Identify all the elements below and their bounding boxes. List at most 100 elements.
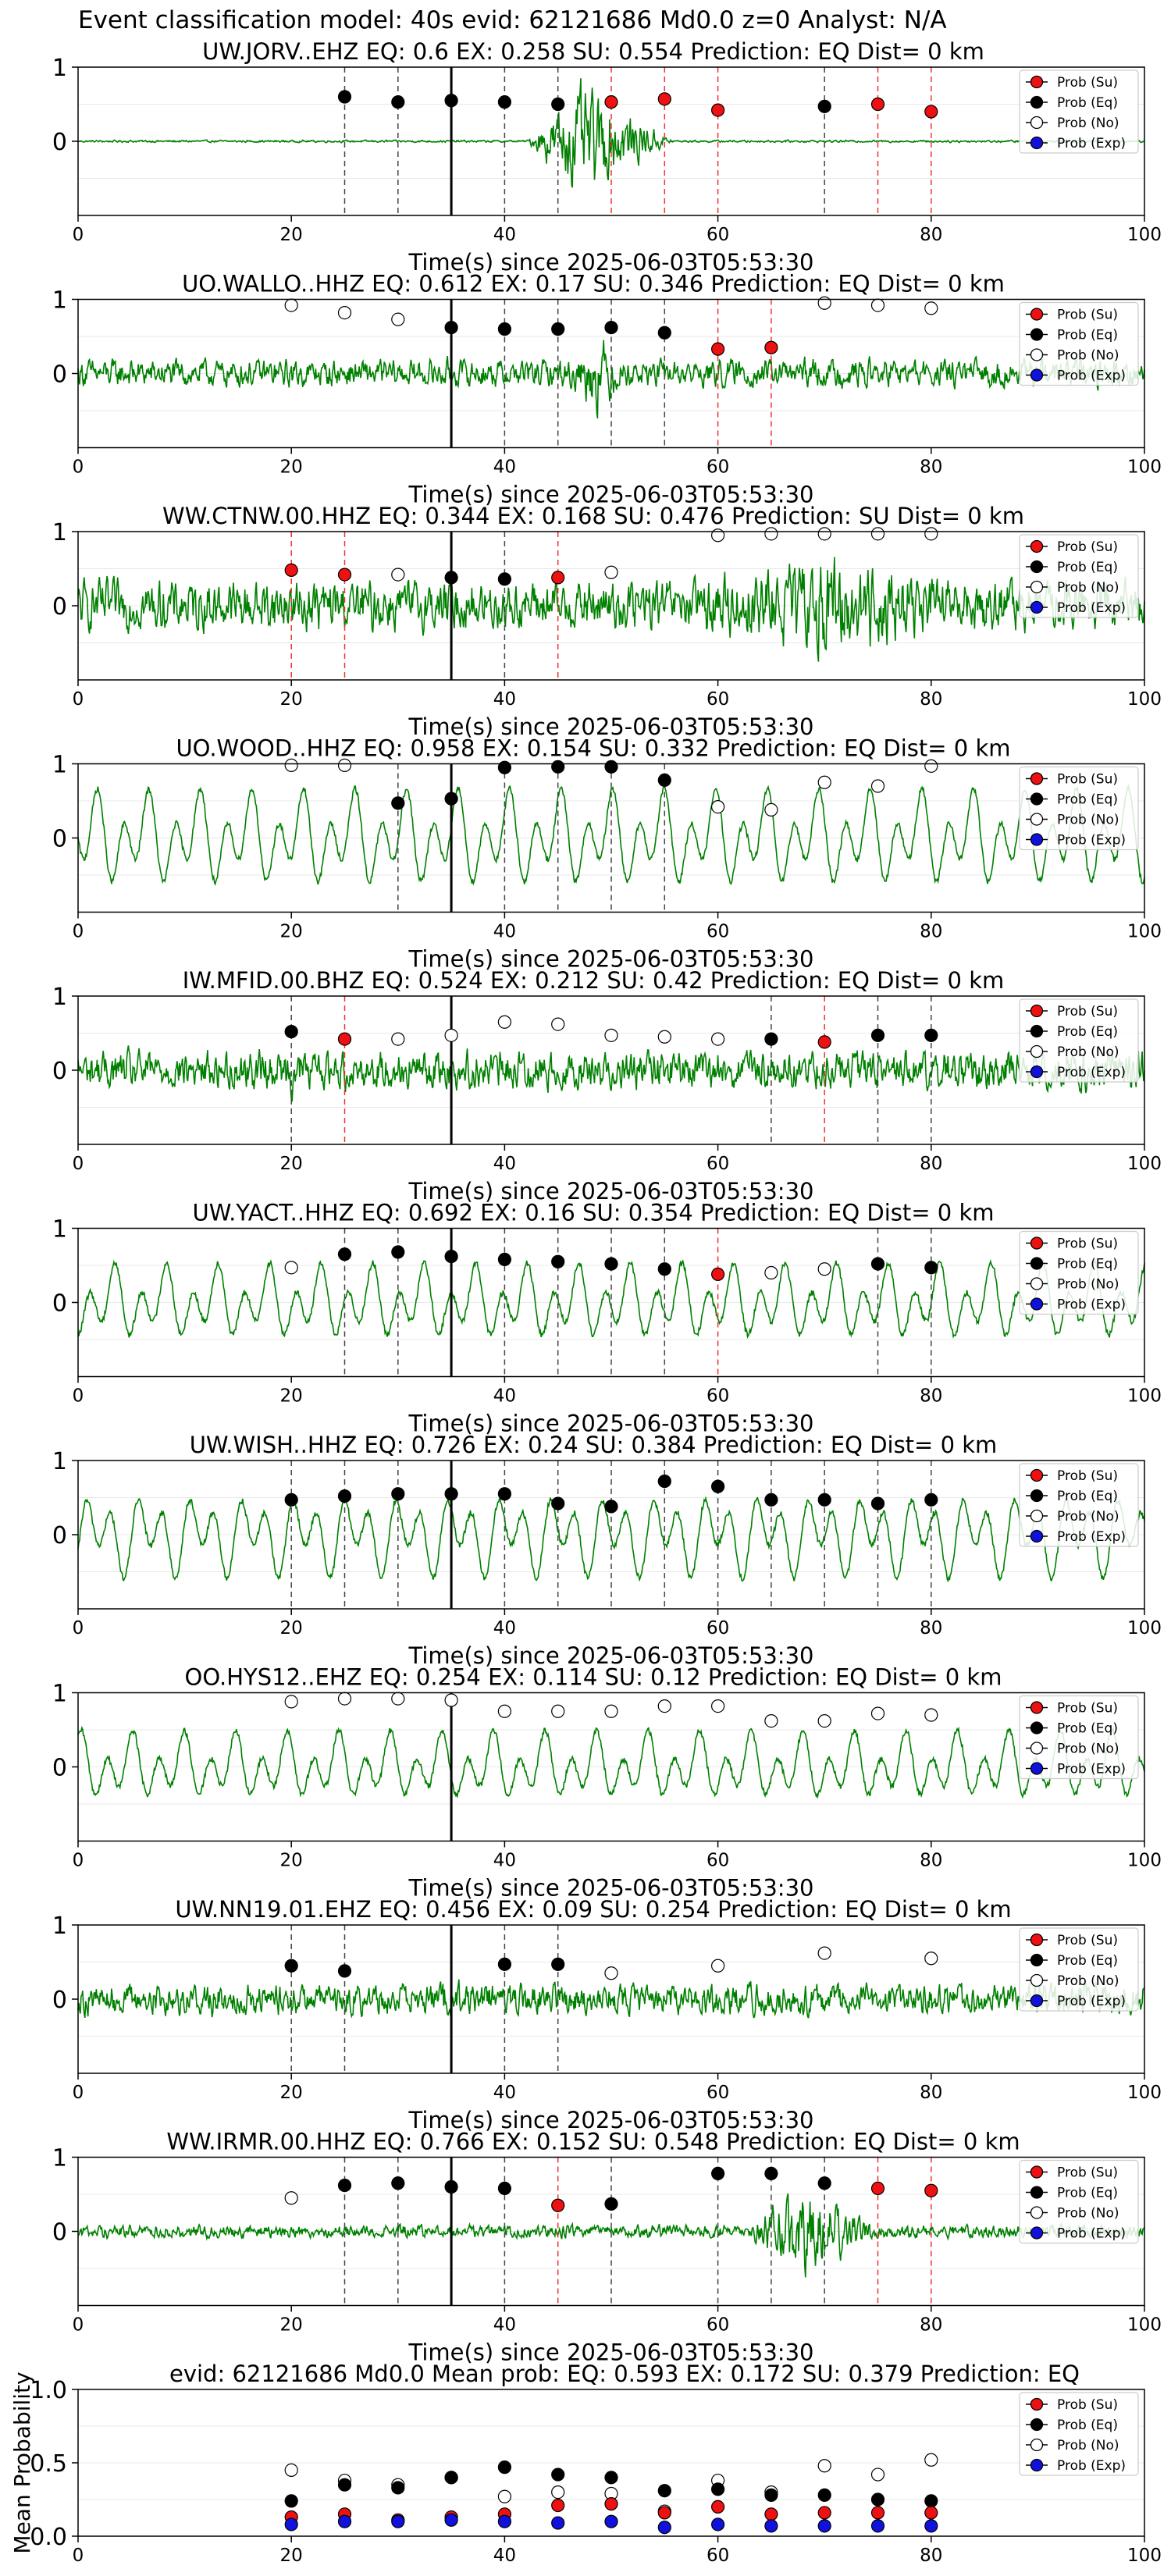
- prob-point-su: [710, 103, 725, 117]
- y-tick-label: 1: [52, 1681, 67, 1708]
- legend-marker-no: [1030, 348, 1044, 361]
- x-tick-label: 20: [280, 2546, 303, 2566]
- mean-point-exp: [924, 2519, 938, 2533]
- x-tick-label: 100: [1127, 1851, 1162, 1871]
- x-tick-label: 40: [493, 1851, 516, 1871]
- mean-point-su: [870, 2506, 885, 2520]
- prob-point-no: [870, 779, 885, 793]
- chart-panel-1: UW.JORV..EHZ EQ: 0.6 EX: 0.258 SU: 0.554…: [52, 38, 1162, 276]
- prob-point-eq: [391, 796, 405, 810]
- prob-point-su: [870, 2181, 885, 2195]
- prob-point-no: [284, 1261, 298, 1275]
- legend-label-no: Prob (No): [1057, 2438, 1119, 2453]
- panel-title: IW.MFID.00.BHZ EQ: 0.524 EX: 0.212 SU: 0…: [183, 967, 1005, 994]
- legend-label-exp: Prob (Exp): [1057, 833, 1126, 849]
- prob-point-eq: [337, 2179, 352, 2193]
- legend-marker-su: [1030, 75, 1044, 89]
- legend-label-eq: Prob (Eq): [1057, 328, 1118, 343]
- panel-title: UW.NN19.01.EHZ EQ: 0.456 EX: 0.09 SU: 0.…: [175, 1896, 1011, 1923]
- legend-label-no: Prob (No): [1057, 2206, 1119, 2222]
- prob-point-no: [817, 775, 831, 789]
- mean-point-eq: [604, 2471, 618, 2485]
- legend-label-su: Prob (Su): [1057, 539, 1118, 555]
- prob-point-eq: [764, 2166, 778, 2180]
- prob-point-eq: [817, 1493, 831, 1507]
- prob-point-eq: [337, 1489, 352, 1503]
- prob-point-eq: [444, 1249, 458, 1264]
- x-axis-label: Time(s) since 2025-06-03T05:53:30: [408, 2339, 814, 2366]
- legend-label-eq: Prob (Eq): [1057, 1489, 1118, 1504]
- x-tick-label: 60: [707, 1154, 729, 1174]
- legend-marker-exp: [1030, 1297, 1044, 1311]
- x-tick-label: 60: [707, 1618, 729, 1638]
- legend-box: [1019, 2159, 1139, 2244]
- x-tick-label: 100: [1127, 2083, 1162, 2103]
- legend-box: [1019, 766, 1139, 851]
- x-tick-label: 80: [920, 922, 942, 942]
- prob-point-eq: [764, 1493, 778, 1507]
- y-tick-label: 1: [52, 984, 67, 1011]
- prob-point-no: [604, 1966, 618, 1980]
- chart-panel-5: IW.MFID.00.BHZ EQ: 0.524 EX: 0.212 SU: 0…: [52, 967, 1162, 1204]
- prob-point-no: [284, 758, 298, 773]
- legend-marker-exp: [1030, 833, 1044, 846]
- legend-label-exp: Prob (Exp): [1057, 368, 1126, 384]
- prob-point-su: [710, 1267, 725, 1282]
- mean-point-eq: [284, 2494, 298, 2508]
- prob-point-su: [710, 342, 725, 356]
- prob-point-eq: [444, 2179, 458, 2194]
- legend-label-eq: Prob (Eq): [1057, 2186, 1118, 2201]
- prob-point-su: [551, 571, 565, 585]
- prob-point-eq: [337, 1964, 352, 1978]
- mean-point-no: [551, 2485, 565, 2500]
- legend-label-su: Prob (Su): [1057, 1236, 1118, 1252]
- x-tick-label: 40: [493, 922, 516, 942]
- prob-point-no: [710, 1959, 725, 1973]
- legend-marker-no: [1030, 813, 1044, 826]
- panel-title: evid: 62121686 Md0.0 Mean prob: EQ: 0.59…: [169, 2361, 1080, 2387]
- mean-point-su: [604, 2497, 618, 2511]
- legend-label-eq: Prob (Eq): [1057, 95, 1118, 111]
- prob-point-no: [391, 312, 405, 326]
- prob-point-no: [551, 1704, 565, 1718]
- legend-label-no: Prob (No): [1057, 116, 1119, 131]
- panel-title: UW.WISH..HHZ EQ: 0.726 EX: 0.24 SU: 0.38…: [190, 1432, 998, 1458]
- prob-point-eq: [657, 1262, 671, 1276]
- x-tick-label: 20: [280, 922, 303, 942]
- legend-marker-su: [1030, 1701, 1044, 1714]
- prob-point-eq: [497, 322, 512, 336]
- prob-point-eq: [551, 1254, 565, 1268]
- mean-point-su: [551, 2498, 565, 2513]
- mean-point-eq: [870, 2492, 885, 2507]
- prob-point-su: [337, 568, 352, 582]
- legend-marker-no: [1030, 1277, 1044, 1290]
- x-tick-label: 60: [707, 457, 729, 478]
- x-tick-label: 20: [280, 457, 303, 478]
- x-tick-label: 80: [920, 457, 942, 478]
- legend-marker-su: [1030, 1236, 1044, 1250]
- prob-point-no: [924, 1952, 938, 1966]
- prob-point-eq: [444, 792, 458, 806]
- chart-panel-3: WW.CTNW.00.HHZ EQ: 0.344 EX: 0.168 SU: 0…: [52, 503, 1162, 740]
- prob-point-eq: [337, 90, 352, 104]
- prob-point-no: [710, 528, 725, 543]
- legend-label-eq: Prob (Eq): [1057, 1721, 1118, 1737]
- legend-marker-su: [1030, 539, 1044, 553]
- x-tick-label: 60: [707, 225, 729, 245]
- prob-point-no: [604, 565, 618, 579]
- panel-title: UO.WOOD..HHZ EQ: 0.958 EX: 0.154 SU: 0.3…: [176, 735, 1010, 762]
- x-tick-label: 100: [1127, 922, 1162, 942]
- x-tick-label: 40: [493, 457, 516, 478]
- prob-point-eq: [444, 1487, 458, 1501]
- legend-marker-no: [1030, 116, 1044, 130]
- prob-point-no: [710, 799, 725, 814]
- mean-point-su: [764, 2507, 778, 2521]
- x-tick-label: 0: [73, 225, 84, 245]
- prob-point-eq: [444, 94, 458, 108]
- chart-panel-10: WW.IRMR.00.HHZ EQ: 0.766 EX: 0.152 SU: 0…: [52, 2129, 1162, 2366]
- legend-marker-eq: [1030, 1953, 1044, 1967]
- x-tick-label: 60: [707, 2315, 729, 2336]
- prob-point-su: [924, 2183, 938, 2197]
- prob-point-eq: [604, 2197, 618, 2211]
- prob-point-no: [870, 527, 885, 541]
